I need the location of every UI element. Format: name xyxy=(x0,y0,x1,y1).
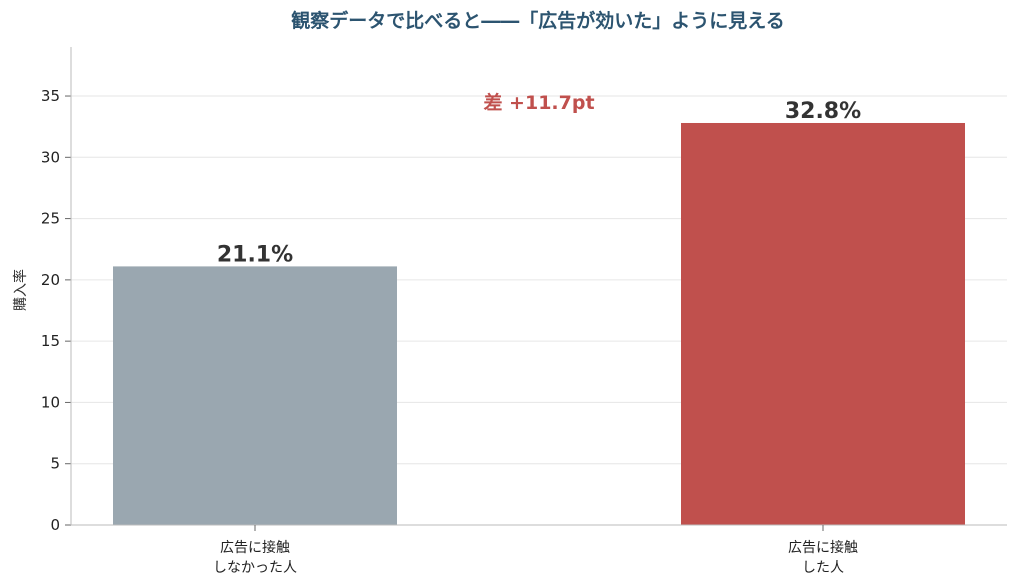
y-tick-label: 35 xyxy=(41,87,60,105)
bar xyxy=(681,122,965,525)
data-labels: 21.1% 32.8% xyxy=(217,99,861,267)
bars-group xyxy=(113,122,965,525)
y-tick-label: 10 xyxy=(41,393,60,411)
difference-annotation: 差 +11.7pt xyxy=(483,91,594,114)
data-label: 32.8% xyxy=(785,99,861,124)
data-label: 21.1% xyxy=(217,242,293,267)
y-tick-label: 25 xyxy=(41,210,60,228)
y-tick-label: 0 xyxy=(50,516,60,534)
y-tick-labels: 0 5 10 15 20 25 30 35 xyxy=(41,87,60,534)
y-tick-label: 20 xyxy=(41,271,60,289)
y-tick-label: 5 xyxy=(50,455,60,473)
axes-group xyxy=(65,47,1007,531)
chart-title: 観察データで比べると――「広告が効いた」ように見える xyxy=(291,9,784,32)
bar xyxy=(113,266,397,525)
x-tick-labels: 広告に接触しなかった人 広告に接触した人 xyxy=(213,539,858,576)
y-axis-label: 購入率 xyxy=(12,269,29,311)
x-tick-label: 広告に接触しなかった人 xyxy=(213,539,297,576)
x-tick-label: 広告に接触した人 xyxy=(788,539,858,576)
y-tick-label: 30 xyxy=(41,148,60,166)
y-tick-label: 15 xyxy=(41,332,60,350)
